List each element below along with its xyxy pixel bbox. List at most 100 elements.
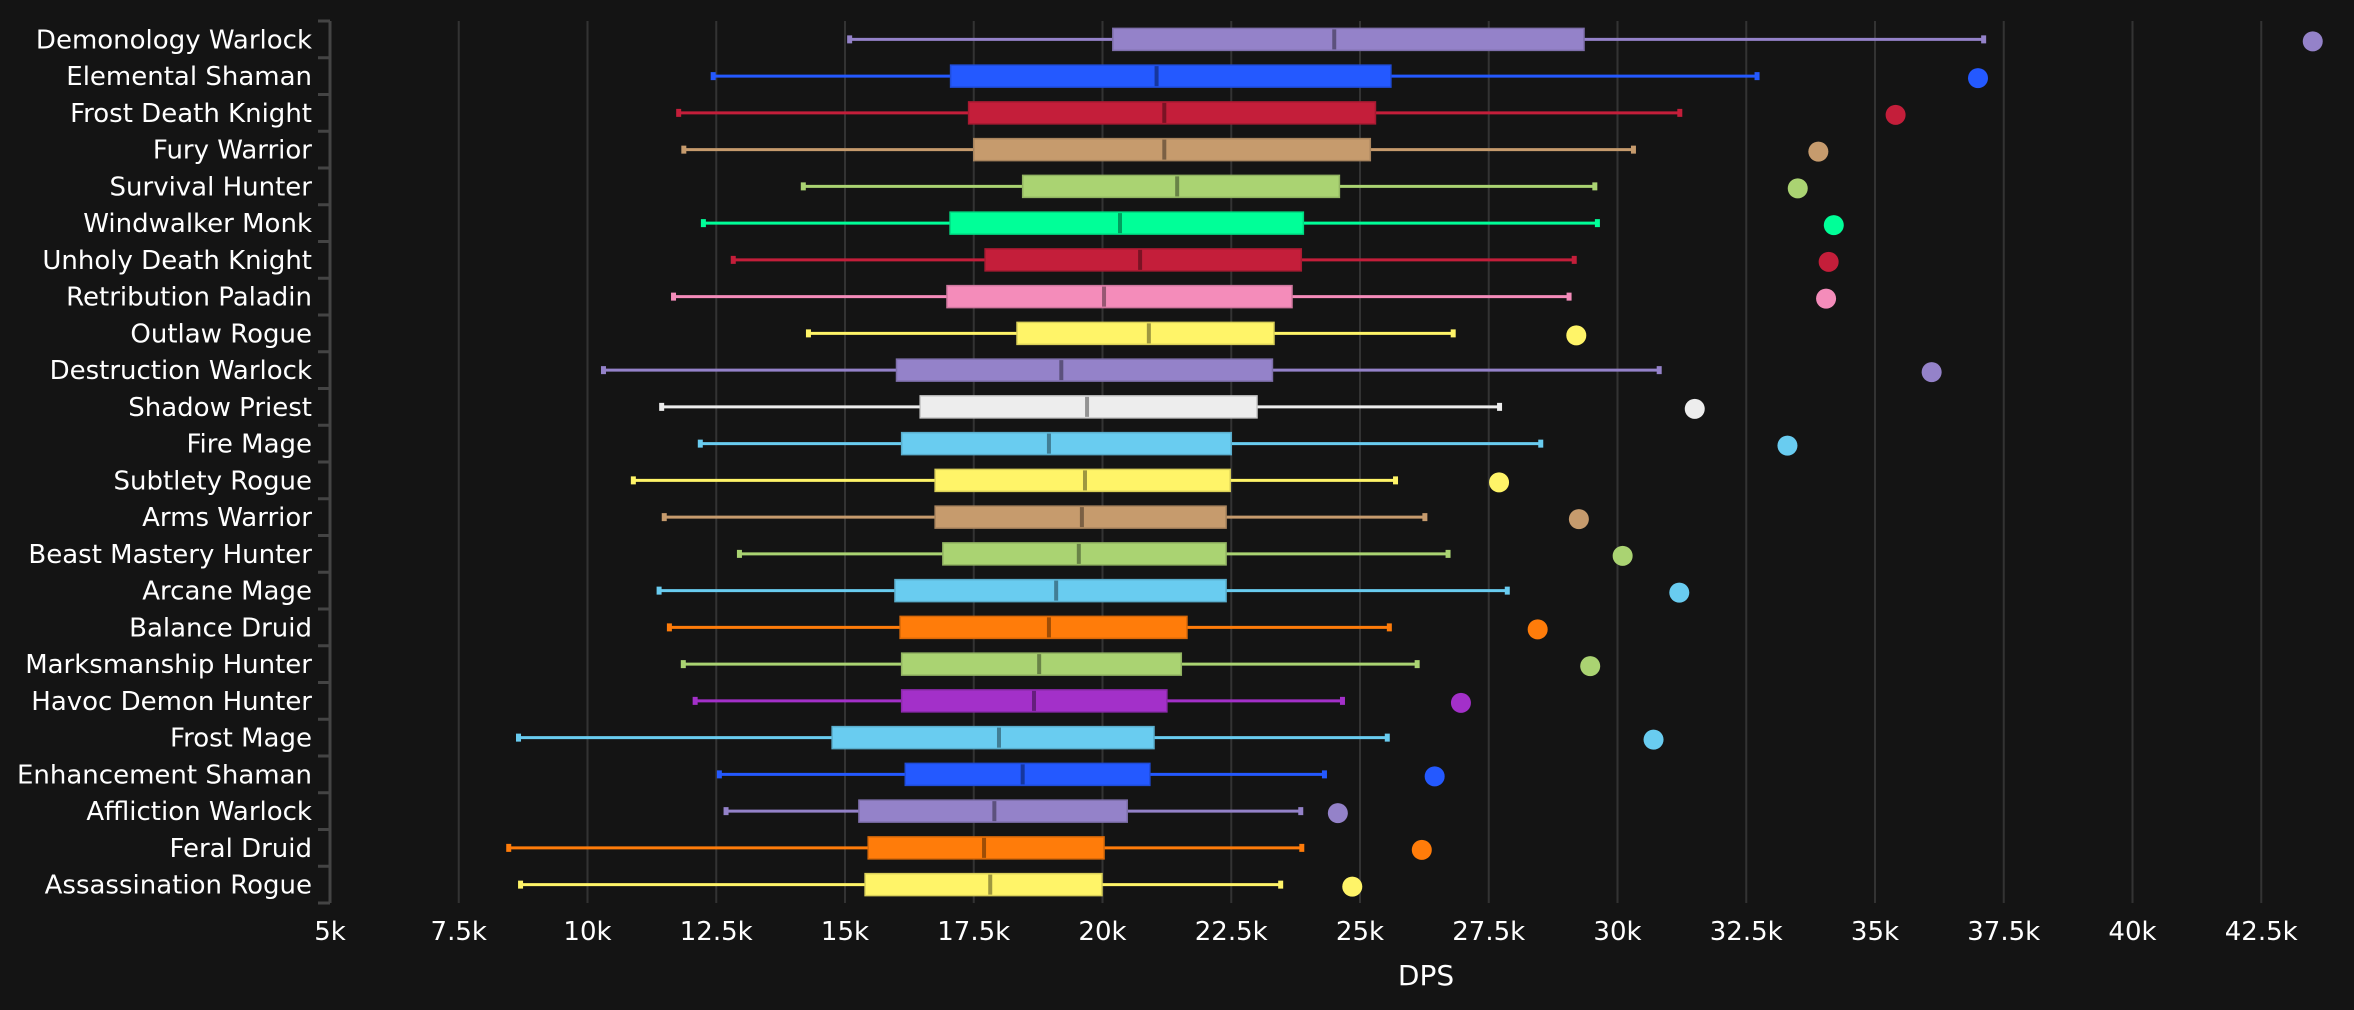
median-line [1079, 507, 1084, 528]
category-label: Havoc Demon Hunter [31, 687, 312, 717]
category-label: Frost Mage [170, 724, 312, 754]
outlier-point [1968, 68, 1988, 89]
whisker-cap-max [1592, 182, 1598, 191]
whisker-cap-min [730, 255, 736, 264]
box-row: Retribution Paladin [66, 283, 1837, 313]
whisker-cap-min [516, 733, 522, 742]
iqr-box [895, 358, 1274, 382]
category-label: Retribution Paladin [66, 283, 312, 313]
outlier-point [1643, 729, 1664, 750]
box-row: Assassination Rogue [45, 871, 1363, 901]
whisker-cap-max [1630, 145, 1636, 154]
iqr-box [864, 872, 1103, 897]
whisker-cap-min [723, 807, 729, 816]
x-axis-title: DPS [1398, 959, 1454, 992]
x-tick-label: 20k [1078, 917, 1126, 947]
x-tick-label: 5k [314, 917, 346, 947]
iqr-box [949, 211, 1305, 235]
whisker-cap-max [1278, 880, 1284, 889]
category-label: Windwalker Monk [83, 209, 312, 239]
outlier-point [1921, 362, 1942, 383]
outlier-point [1450, 692, 1471, 713]
box-row: Subtlety Rogue [113, 466, 1510, 496]
median-line [1054, 580, 1059, 601]
median-line [1332, 29, 1337, 50]
category-label: Fury Warrior [153, 136, 312, 166]
category-label: Beast Mastery Hunter [28, 540, 312, 570]
iqr-box [867, 836, 1105, 860]
whisker-cap-min [692, 696, 698, 705]
outlier-point [1823, 215, 1844, 236]
median-line [1046, 617, 1051, 638]
category-label: Fire Mage [186, 430, 312, 460]
box-row: Feral Druid [169, 834, 1432, 864]
whisker-cap-min [681, 145, 687, 154]
category-label: Demonology Warlock [36, 25, 312, 55]
iqr-box [946, 284, 1293, 309]
box-row: Fire Mage [186, 430, 1798, 460]
median-line [988, 874, 993, 895]
box-row: Affliction Warlock [86, 797, 1348, 827]
whisker-cap-min [506, 843, 512, 852]
whisker-cap-max [1450, 329, 1456, 338]
iqr-box [900, 431, 1233, 456]
whisker-cap-max [1571, 255, 1577, 264]
median-line [1146, 323, 1151, 344]
median-line [982, 837, 987, 858]
whisker-cap-max [1981, 35, 1987, 44]
whisker-cap-max [1504, 586, 1510, 595]
category-label: Unholy Death Knight [42, 246, 312, 276]
whisker-cap-min [656, 586, 662, 595]
outlier-point [1566, 325, 1587, 346]
x-tick-label: 12.5k [680, 917, 753, 947]
box-row: Arms Warrior [142, 503, 1589, 533]
box-row: Marksmanship Hunter [25, 650, 1601, 680]
whisker-cap-max [1594, 219, 1600, 228]
whisker-cap-max [1339, 696, 1345, 705]
median-line [1154, 66, 1159, 87]
outlier-point [1684, 398, 1705, 419]
x-tick-label: 37.5k [1967, 917, 2040, 947]
iqr-box [899, 615, 1188, 640]
median-line [1102, 286, 1107, 307]
box-row: Destruction Warlock [50, 356, 1942, 386]
whisker-cap-max [1299, 843, 1305, 852]
box-row: Havoc Demon Hunter [31, 687, 1471, 717]
iqr-box [1016, 321, 1275, 346]
box-rows: Demonology Warlock Elemental Shaman Frost … [17, 25, 2323, 901]
whisker-cap-min [676, 108, 682, 117]
whisker-cap-min [716, 770, 722, 779]
outlier-point [1669, 582, 1690, 603]
iqr-box [949, 64, 1392, 88]
whisker-cap-min [666, 623, 672, 632]
whisker-cap-max [1445, 549, 1451, 558]
whisker-cap-min [600, 366, 606, 375]
whisker-cap-max [1321, 770, 1327, 779]
outlier-point [1489, 472, 1510, 493]
whisker-cap-min [736, 549, 742, 558]
whisker-cap-max [1414, 660, 1420, 669]
iqr-box [984, 248, 1303, 272]
median-line [1118, 213, 1123, 234]
whisker-cap-max [1566, 292, 1572, 301]
whisker-cap-max [1393, 476, 1399, 485]
category-label: Feral Druid [169, 834, 312, 864]
outlier-point [1424, 766, 1445, 787]
category-label: Affliction Warlock [86, 797, 312, 827]
x-tick-label: 40k [2108, 917, 2156, 947]
whisker-cap-max [1754, 72, 1760, 81]
median-line [1020, 764, 1025, 785]
whisker-cap-max [1384, 733, 1390, 742]
box-row: Survival Hunter [110, 172, 1808, 202]
x-tick-label: 35k [1851, 917, 1899, 947]
whisker-cap-max [1422, 513, 1428, 522]
whisker-cap-max [1677, 108, 1683, 117]
outlier-point [1327, 803, 1348, 824]
whisker-cap-min [518, 880, 524, 889]
category-label: Elemental Shaman [66, 62, 312, 92]
x-tick-label: 30k [1593, 917, 1641, 947]
whisker-cap-min [671, 292, 677, 301]
box-row: Enhancement Shaman [17, 760, 1445, 790]
